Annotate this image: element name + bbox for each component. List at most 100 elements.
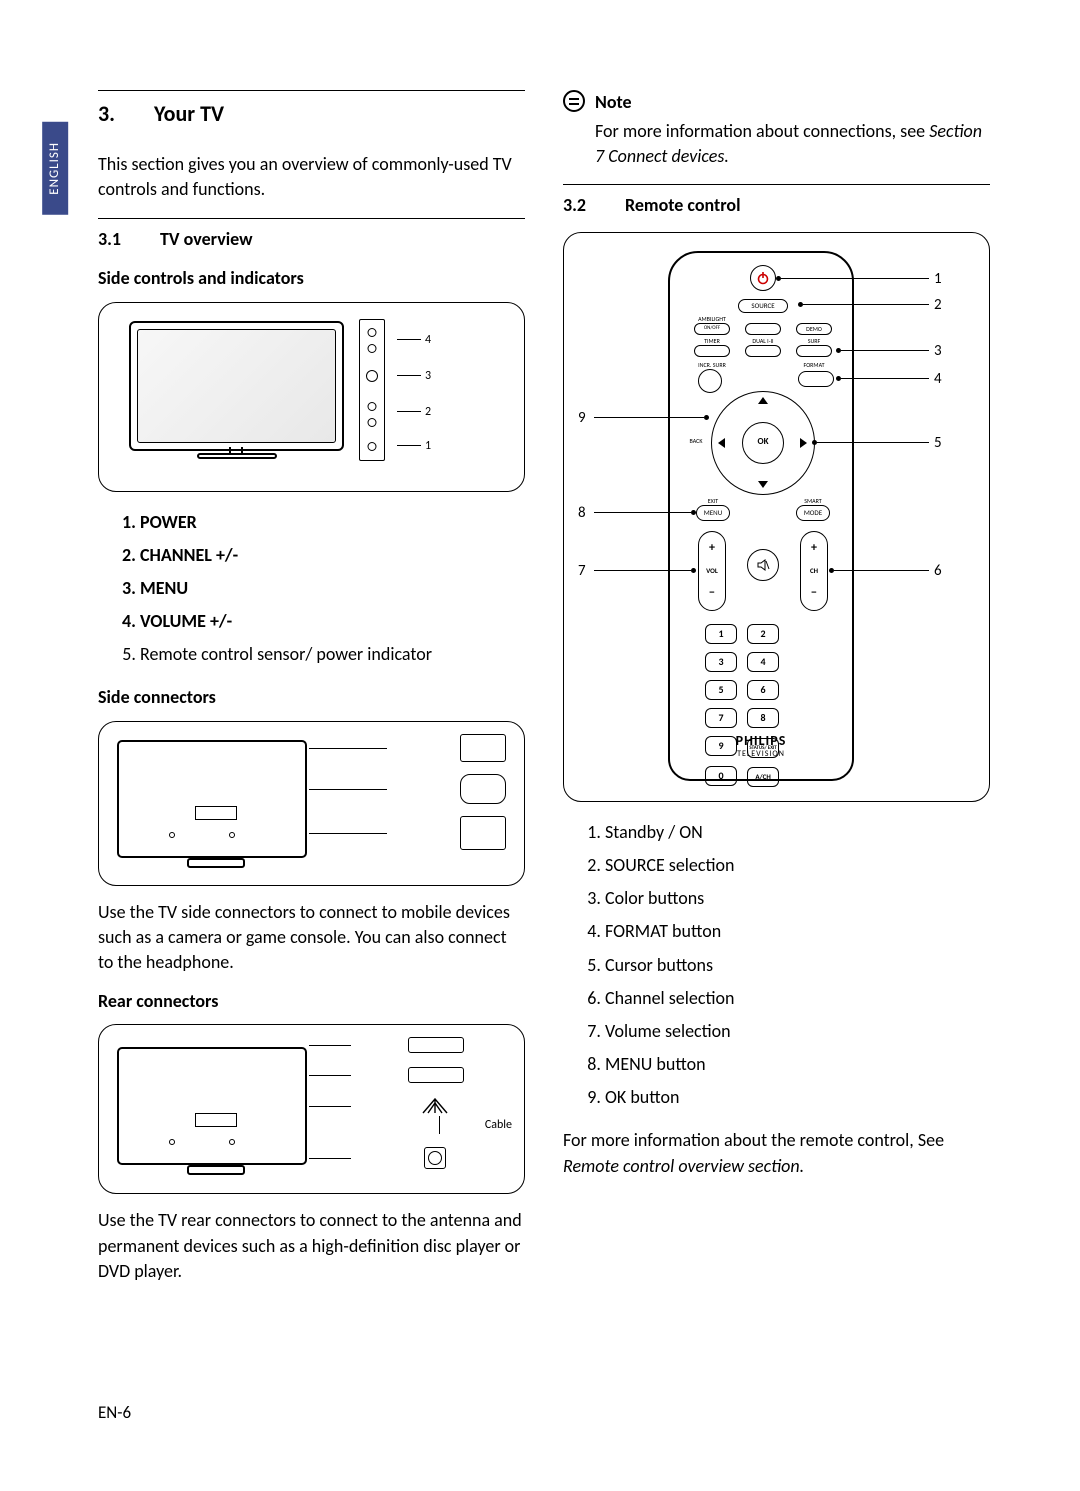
callout-dot <box>691 510 696 515</box>
callout-line <box>781 278 929 279</box>
num-key: 2 <box>747 624 779 644</box>
subheading: Side controls and indicators <box>98 266 525 291</box>
callout-line <box>841 378 929 379</box>
callout-line <box>594 570 691 571</box>
arrow-up-icon <box>758 397 768 404</box>
button-label: BACK <box>684 437 708 445</box>
callout-line <box>309 748 387 749</box>
paragraph: Use the TV side connectors to connect to… <box>98 900 525 976</box>
callout-line <box>594 512 691 513</box>
num-key: 8 <box>747 708 779 728</box>
button-label: INCR. SURR <box>688 361 736 369</box>
list-item: MENU <box>140 572 525 605</box>
list-item: MENU button <box>605 1048 990 1081</box>
list-item: SOURCE selection <box>605 849 990 882</box>
menu-button: MENU <box>696 505 730 521</box>
callout-line <box>309 789 387 790</box>
callout-line <box>803 304 929 305</box>
num-key: 6 <box>747 680 779 700</box>
callout-number: 3 <box>934 341 942 362</box>
power-button-icon <box>750 265 776 291</box>
tv-outline <box>129 321 344 451</box>
ambilight-button: ON/OFF <box>694 323 730 335</box>
mute-button <box>747 549 779 581</box>
panel-button <box>368 328 377 337</box>
port-dot <box>229 832 235 838</box>
note-label: Note <box>595 90 632 115</box>
brand-label: PHILIPS <box>670 731 852 751</box>
list-item: Color buttons <box>605 882 990 915</box>
subsection-title: Remote control <box>625 193 741 218</box>
divider <box>98 218 525 219</box>
list-item: Channel selection <box>605 982 990 1015</box>
subheading: Rear connectors <box>98 989 525 1014</box>
callout-line <box>834 570 929 571</box>
panel-button <box>366 370 378 382</box>
device-camcorder-icon <box>460 734 506 762</box>
callout-number: 6 <box>934 561 942 582</box>
num-key: 7 <box>705 708 737 728</box>
callout-number: 1 <box>934 269 942 290</box>
paragraph: For more information about the remote co… <box>563 1128 990 1178</box>
callout-line <box>309 1045 351 1046</box>
list-item: VOLUME +/- <box>140 605 525 638</box>
cable-label: Cable <box>485 1117 512 1134</box>
list-item: OK button <box>605 1081 990 1114</box>
divider <box>98 90 525 91</box>
num-key: 5 <box>705 680 737 700</box>
ach-key: A/CH <box>747 767 779 787</box>
subsection-heading: 3.1 TV overview <box>98 227 525 252</box>
arrow-down-icon <box>758 481 768 488</box>
port-dot <box>169 1139 175 1145</box>
device-player-icon <box>408 1037 464 1053</box>
callout-dot <box>704 415 709 420</box>
intro-text: This section gives you an overview of co… <box>98 152 525 202</box>
remote-list: Standby / ON SOURCE selection Color butt… <box>563 816 990 1115</box>
note-body: For more information about connections, … <box>595 120 929 142</box>
subsection-number: 3.1 <box>98 227 132 252</box>
callout-number: 9 <box>578 408 586 429</box>
num-key: 0 <box>705 766 737 786</box>
format-button <box>798 371 834 387</box>
callout-number: 4 <box>934 369 942 390</box>
teletext-button <box>745 323 781 335</box>
note-icon <box>563 90 585 112</box>
callout-line <box>439 1116 440 1134</box>
minus-icon: − <box>811 585 817 602</box>
rocker-label: VOL <box>706 566 718 576</box>
num-key: 3 <box>705 652 737 672</box>
left-column: 3. Your TV This section gives you an ove… <box>98 90 525 1298</box>
plus-icon: + <box>811 540 817 557</box>
page-content: 3. Your TV This section gives you an ove… <box>0 0 1080 1338</box>
tv-side-panel <box>359 319 385 461</box>
callout-line <box>397 375 421 376</box>
source-button: SOURCE <box>738 299 788 313</box>
callout-line <box>309 1158 351 1159</box>
figure-rear-connectors: Cable <box>98 1024 525 1194</box>
callout-line <box>309 1106 351 1107</box>
button-label: TIMER <box>694 337 730 345</box>
plus-icon: + <box>709 540 715 557</box>
callout-number: 7 <box>578 561 586 582</box>
callout-dot <box>691 568 696 573</box>
note-text: For more information about connections, … <box>595 119 990 169</box>
callout-number: 8 <box>578 503 586 524</box>
callout-line <box>841 350 929 351</box>
tv-stand <box>197 453 277 459</box>
panel-button <box>368 344 377 353</box>
panel-button <box>368 402 377 411</box>
port-dot <box>169 832 175 838</box>
list-item: Standby / ON <box>605 816 990 849</box>
section-heading: 3. Your TV <box>98 99 525 130</box>
callout-line <box>309 1075 351 1076</box>
port-dot <box>229 1139 235 1145</box>
number-pad: 1 2 3 4 5 6 7 8 9 STATUS/ EXIT 0 A/CH <box>702 619 824 790</box>
button-label: SMART <box>798 497 828 505</box>
button-label: EXIT <box>698 497 728 505</box>
page-footer: EN-6 <box>98 1401 131 1425</box>
remote-outline: SOURCE AMBILIGHT ON/OFF DEMO TIMER DUAL … <box>668 251 854 781</box>
subsection-heading: 3.2 Remote control <box>563 193 990 218</box>
callout-line <box>594 417 704 418</box>
right-column: Note For more information about connecti… <box>563 90 990 1298</box>
divider <box>563 184 990 185</box>
